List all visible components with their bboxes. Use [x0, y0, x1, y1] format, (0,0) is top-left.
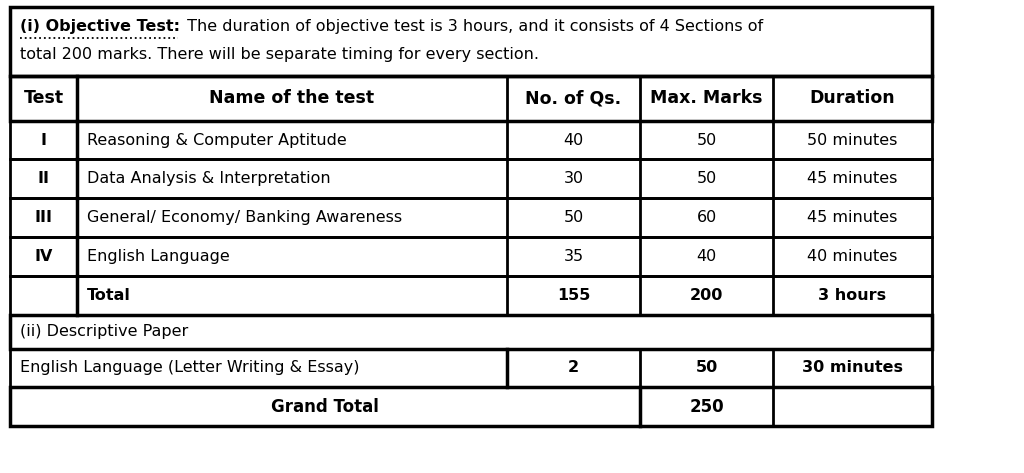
Text: 155: 155	[557, 288, 590, 303]
Text: Max. Marks: Max. Marks	[650, 89, 763, 107]
Text: Data Analysis & Interpretation: Data Analysis & Interpretation	[87, 171, 331, 186]
Bar	[10, 237, 932, 276]
Text: 30 minutes: 30 minutes	[802, 360, 903, 376]
Text: III: III	[35, 210, 52, 225]
Text: No. of Qs.: No. of Qs.	[525, 89, 622, 107]
Text: total 200 marks. There will be separate timing for every section.: total 200 marks. There will be separate …	[20, 47, 540, 62]
Text: 50: 50	[696, 171, 717, 186]
Text: IV: IV	[35, 249, 52, 264]
Text: Test: Test	[24, 89, 63, 107]
Text: 3 hours: 3 hours	[818, 288, 887, 303]
Text: 50 minutes: 50 minutes	[807, 132, 898, 148]
Text: 40: 40	[696, 249, 717, 264]
Bar	[10, 7, 932, 76]
Text: 50: 50	[696, 132, 717, 148]
Text: Grand Total: Grand Total	[271, 398, 379, 416]
Text: 60: 60	[696, 210, 717, 225]
Text: I: I	[41, 132, 46, 148]
Bar	[10, 349, 932, 387]
Text: General/ Economy/ Banking Awareness: General/ Economy/ Banking Awareness	[87, 210, 402, 225]
Bar	[10, 198, 932, 237]
Text: Total: Total	[87, 288, 131, 303]
Text: 30: 30	[563, 171, 584, 186]
Text: 45 minutes: 45 minutes	[807, 171, 898, 186]
Text: Reasoning & Computer Aptitude: Reasoning & Computer Aptitude	[87, 132, 347, 148]
Text: The duration of objective test is 3 hours, and it consists of 4 Sections of: The duration of objective test is 3 hour…	[182, 19, 764, 35]
Text: 50: 50	[563, 210, 584, 225]
Bar	[10, 159, 932, 198]
Text: (i) Objective Test:: (i) Objective Test:	[20, 19, 180, 35]
Text: II: II	[38, 171, 49, 186]
Text: 50: 50	[695, 360, 718, 376]
Bar	[10, 315, 932, 349]
Text: 40: 40	[563, 132, 584, 148]
Text: Name of the test: Name of the test	[209, 89, 375, 107]
Bar	[10, 276, 932, 315]
Bar	[10, 387, 932, 426]
Text: 2: 2	[568, 360, 579, 376]
Bar	[10, 76, 932, 121]
Text: English Language: English Language	[87, 249, 229, 264]
Text: 40 minutes: 40 minutes	[807, 249, 898, 264]
Text: (ii) Descriptive Paper: (ii) Descriptive Paper	[20, 324, 188, 339]
Text: 35: 35	[563, 249, 584, 264]
Bar	[10, 121, 932, 159]
Text: 250: 250	[689, 398, 724, 416]
Text: 45 minutes: 45 minutes	[807, 210, 898, 225]
Text: English Language (Letter Writing & Essay): English Language (Letter Writing & Essay…	[20, 360, 360, 376]
Text: Duration: Duration	[810, 89, 895, 107]
Text: 200: 200	[690, 288, 723, 303]
